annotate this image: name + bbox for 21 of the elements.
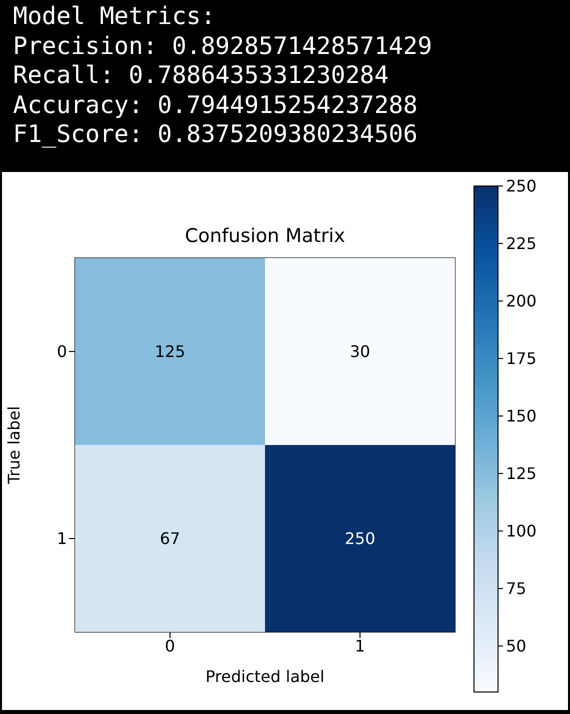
color-bar-label: 75 [506,579,526,598]
data-label: 125 [154,342,186,361]
data-label: 67 [160,529,180,548]
color-bar-label: 50 [506,636,526,656]
color-bar-label: 250 [506,176,537,196]
color-bar-label: 150 [506,406,537,426]
data-label: 30 [350,342,370,361]
text: F1_Score: 0.8375209380234506 [13,120,418,149]
color-bar-label: 125 [506,464,537,483]
color-bar-label: 200 [506,292,537,310]
text: Precision: 0.8928571428571429 [13,32,432,60]
color-bar-label: 175 [506,349,537,368]
data-label: 250 [344,529,376,548]
y-axis-title: True label [4,406,24,485]
text: Recall: 0.7886435331230284 [13,61,389,90]
chart-title: Confusion Matrix [184,225,346,247]
text: Model Metrics: [13,2,216,31]
x-axis-title: Predicted label [206,667,324,686]
color-bar-label: 100 [506,522,537,540]
text: Accuracy: 0.7944915254237288 [13,90,418,120]
color-bar-label: 225 [506,234,537,253]
